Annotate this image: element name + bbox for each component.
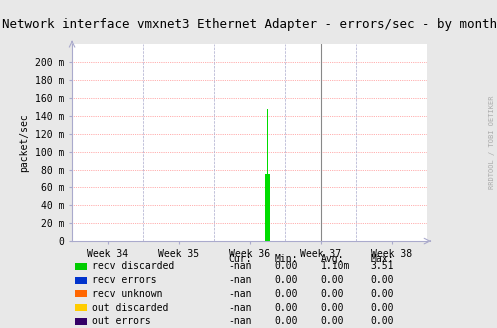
Text: 0.00: 0.00 (275, 275, 298, 285)
Text: -nan: -nan (229, 275, 252, 285)
Text: 0.00: 0.00 (275, 261, 298, 271)
Y-axis label: packet/sec: packet/sec (19, 113, 29, 172)
Text: recv discarded: recv discarded (92, 261, 174, 271)
Text: RRDTOOL / TOBI OETIKER: RRDTOOL / TOBI OETIKER (489, 96, 495, 190)
Text: Avg:: Avg: (321, 254, 344, 264)
Text: 0.00: 0.00 (321, 317, 344, 326)
Text: 3.51: 3.51 (371, 261, 394, 271)
Text: 0.00: 0.00 (275, 303, 298, 313)
Text: -nan: -nan (229, 303, 252, 313)
Text: Max:: Max: (371, 254, 394, 264)
Text: recv errors: recv errors (92, 275, 157, 285)
Text: -nan: -nan (229, 289, 252, 299)
Text: 0.00: 0.00 (321, 275, 344, 285)
Text: recv unknown: recv unknown (92, 289, 163, 299)
Text: out discarded: out discarded (92, 303, 168, 313)
Text: 0.00: 0.00 (321, 303, 344, 313)
Text: 0.00: 0.00 (275, 289, 298, 299)
Text: Min:: Min: (275, 254, 298, 264)
Text: -nan: -nan (229, 317, 252, 326)
Text: 0.00: 0.00 (371, 317, 394, 326)
Text: 0.00: 0.00 (371, 303, 394, 313)
Bar (265, 174, 270, 241)
Text: 0.00: 0.00 (371, 289, 394, 299)
Text: 0.00: 0.00 (321, 289, 344, 299)
Bar (267, 109, 268, 241)
Text: 0.00: 0.00 (371, 275, 394, 285)
Text: -nan: -nan (229, 261, 252, 271)
Text: Network interface vmxnet3 Ethernet Adapter - errors/sec - by month: Network interface vmxnet3 Ethernet Adapt… (2, 18, 497, 31)
Text: Cur:: Cur: (229, 254, 252, 264)
Text: 0.00: 0.00 (275, 317, 298, 326)
Text: out errors: out errors (92, 317, 151, 326)
Text: 1.10m: 1.10m (321, 261, 350, 271)
